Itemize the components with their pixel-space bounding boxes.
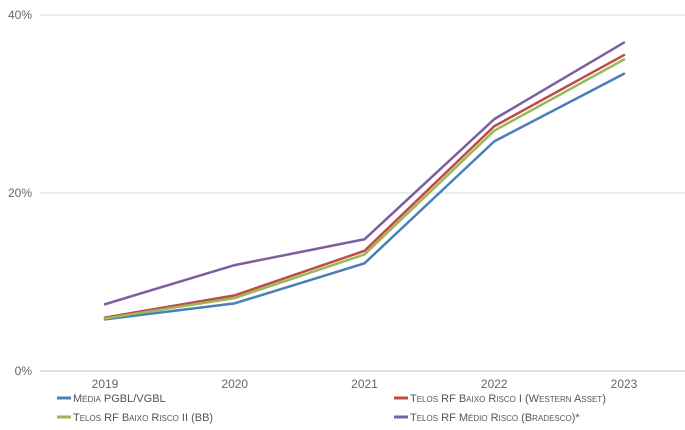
- x-axis-tick-labels: 2019 2020 2021 2022 2023: [92, 377, 638, 391]
- legend-item-3: Telos RF Médio Risco (Bradesco)*: [394, 412, 580, 424]
- y-axis-tick-labels: 0% 20% 40%: [8, 8, 32, 378]
- legend-item-0: Média PGBL/VGBL: [57, 393, 166, 405]
- x-tick-label: 2021: [351, 377, 378, 391]
- series-lines: [103, 41, 626, 321]
- gridlines: [40, 14, 685, 372]
- y-tick-label: 40%: [8, 8, 32, 22]
- x-tick-label: 2023: [611, 377, 638, 391]
- series-line-3: [103, 41, 626, 306]
- legend-item-2: Telos RF Baixo Risco II (BB): [57, 412, 213, 424]
- legend-label: Telos RF Baixo Risco II (BB): [73, 412, 213, 424]
- x-tick-label: 2020: [221, 377, 248, 391]
- y-tick-label: 0%: [15, 364, 33, 378]
- series-line-1: [103, 53, 626, 319]
- legend: Média PGBL/VGBL Telos RF Baixo Risco I (W…: [57, 393, 606, 424]
- x-tick-label: 2019: [92, 377, 119, 391]
- series-line-0: [103, 72, 626, 321]
- legend-label: Telos RF Baixo Risco I (Western Asset): [410, 393, 606, 405]
- legend-label: Telos RF Médio Risco (Bradesco)*: [410, 412, 580, 424]
- legend-item-1: Telos RF Baixo Risco I (Western Asset): [394, 393, 606, 405]
- y-tick-label: 20%: [8, 186, 32, 200]
- legend-label: Média PGBL/VGBL: [73, 393, 166, 405]
- x-tick-label: 2022: [481, 377, 508, 391]
